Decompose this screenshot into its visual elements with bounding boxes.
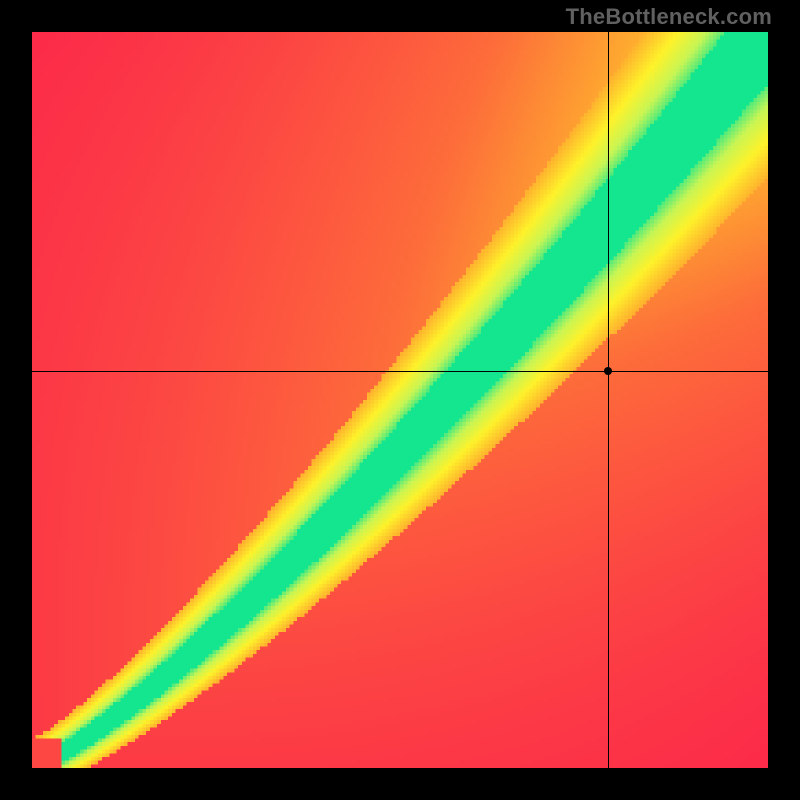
plot-area [32,32,768,768]
watermark-text: TheBottleneck.com [566,4,772,30]
crosshair-vertical [608,32,609,768]
marker-dot [604,367,612,375]
crosshair-horizontal [32,371,768,372]
heatmap-canvas [32,32,768,768]
